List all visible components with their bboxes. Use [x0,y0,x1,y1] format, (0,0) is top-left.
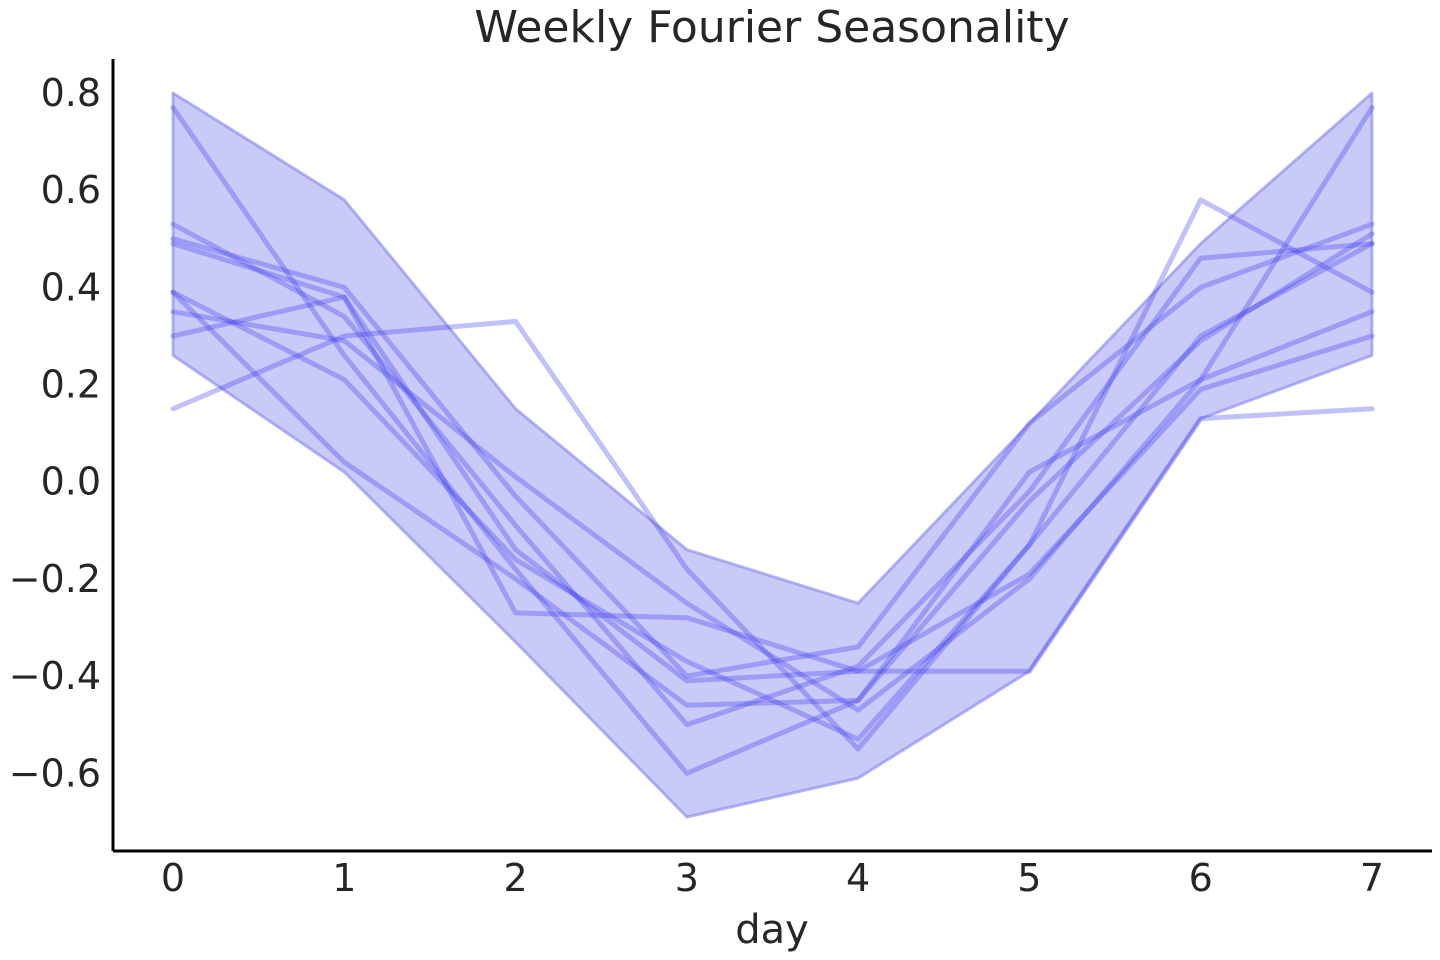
series-line-8 [170,294,1375,684]
y-tick-label: 0.4 [41,265,101,309]
x-tick-label: 0 [161,856,185,900]
y-tick-label: 0.8 [41,71,101,115]
x-tick-label: 5 [1017,856,1041,900]
y-tick-labels: 0.8 0.6 0.4 0.2 0.0 −0.2 −0.4 −0.6 [9,71,101,795]
series-line-5 [170,241,1375,742]
y-tick-label: −0.2 [9,557,101,601]
series-line-2 [170,197,1375,752]
y-tick-label: −0.4 [9,654,101,698]
series-line-7 [170,309,1375,713]
x-tick-label: 1 [332,856,356,900]
chart-title: Weekly Fourier Seasonality [474,2,1069,53]
series-line-1 [170,105,1375,776]
x-tick-label: 7 [1360,856,1384,900]
series-line-3 [170,221,1375,728]
y-tick-label: 0.0 [41,460,101,504]
series-layer [170,105,1375,776]
y-tick-label: 0.2 [41,363,101,407]
x-tick-labels: 0 1 2 3 4 5 6 7 [161,856,1384,900]
series-line-4 [170,221,1375,679]
x-tick-label: 4 [846,856,870,900]
x-tick-label: 2 [504,856,528,900]
x-axis-label: day [735,907,809,953]
x-tick-label: 3 [675,856,699,900]
x-tick-label: 6 [1189,856,1213,900]
confidence-band-layer [171,91,1374,819]
confidence-band [171,91,1374,819]
series-line-9 [170,231,1375,708]
y-tick-label: −0.6 [9,751,101,795]
series-line-6 [170,241,1375,674]
y-tick-label: 0.6 [41,168,101,212]
